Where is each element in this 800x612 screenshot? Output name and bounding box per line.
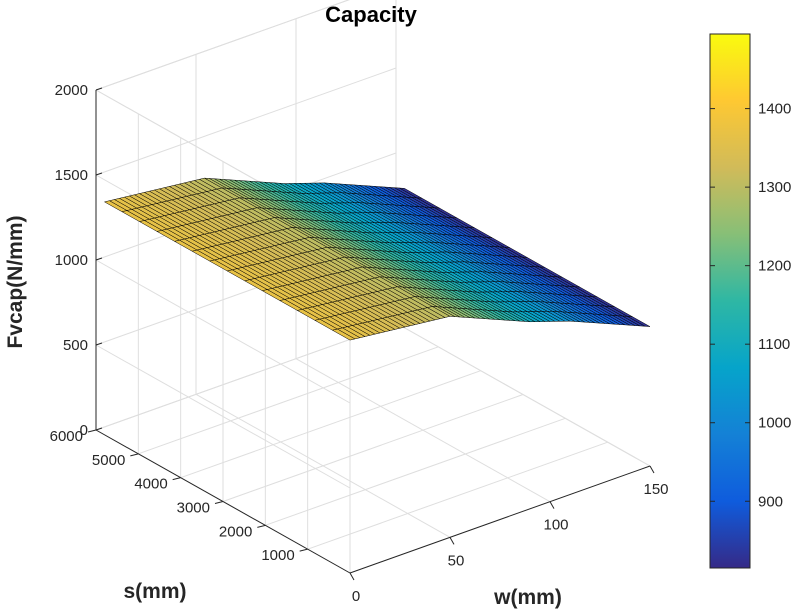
s-gridline (138, 346, 439, 455)
w-tick-label: 100 (543, 517, 568, 534)
z-gridline (95, 0, 350, 91)
colorbar-tick-label: 1100 (758, 336, 790, 353)
w-tick-label: 50 (448, 552, 465, 569)
chart-title: Capacity (325, 2, 417, 27)
w-axis-line (349, 465, 651, 574)
z-tick-label: 1500 (55, 167, 88, 184)
y-axis-label: s(mm) (123, 580, 186, 603)
s-tick (299, 548, 308, 552)
w-tick (649, 465, 655, 474)
s-tick-label: 5000 (92, 452, 125, 469)
z-tick-label: 1000 (55, 252, 88, 269)
s-gridline (180, 370, 481, 479)
z-tick (95, 342, 103, 346)
s-tick (257, 524, 266, 528)
s-tick-label: 1000 (261, 547, 294, 564)
z-gridline (95, 67, 397, 176)
w-tick (449, 537, 455, 545)
x-axis-label: w(mm) (493, 586, 562, 609)
ticks-layer: 0501001501000200030004000500060000500100… (50, 82, 669, 605)
s-gridline (222, 394, 524, 502)
colorbar-tick-label: 1000 (758, 415, 791, 432)
s-tick (214, 501, 224, 504)
colorbar-tick-label: 1400 (758, 101, 791, 118)
colorbar (709, 33, 751, 569)
s-tick (87, 429, 97, 433)
z-tick-label: 0 (80, 422, 88, 439)
colorbar-ticks: 900 1000 1100 1200 1300 1400 (710, 101, 791, 510)
z-tick (95, 257, 103, 261)
s-tick-label: 3000 (177, 500, 210, 517)
z-tick (95, 87, 103, 91)
w-tick-label: 0 (352, 588, 360, 605)
s-gridline (307, 441, 608, 550)
s-tick-label: 4000 (134, 476, 167, 493)
s-tick-label: 6000 (50, 428, 83, 445)
colorbar-tick-label: 900 (758, 493, 783, 510)
z-tick (95, 172, 103, 176)
z-tick-label: 2000 (55, 82, 88, 99)
colorbar-tick-label: 1300 (758, 179, 791, 196)
s-tick-label: 2000 (219, 523, 252, 540)
s-tick (130, 453, 139, 457)
colorbar-tick-label: 1200 (758, 258, 791, 275)
z-axis-label: Fvcap(N/mm) (4, 215, 27, 348)
surface-layer (103, 177, 651, 341)
s-gridline (265, 417, 566, 526)
s-gridline (95, 322, 397, 431)
w-tick (549, 501, 555, 509)
surface-patch (627, 316, 651, 327)
z-tick-label: 500 (63, 337, 88, 354)
s-tick (172, 477, 181, 481)
w-tick-label: 150 (643, 481, 668, 498)
w-tick (349, 572, 355, 581)
z-tick (95, 427, 103, 431)
